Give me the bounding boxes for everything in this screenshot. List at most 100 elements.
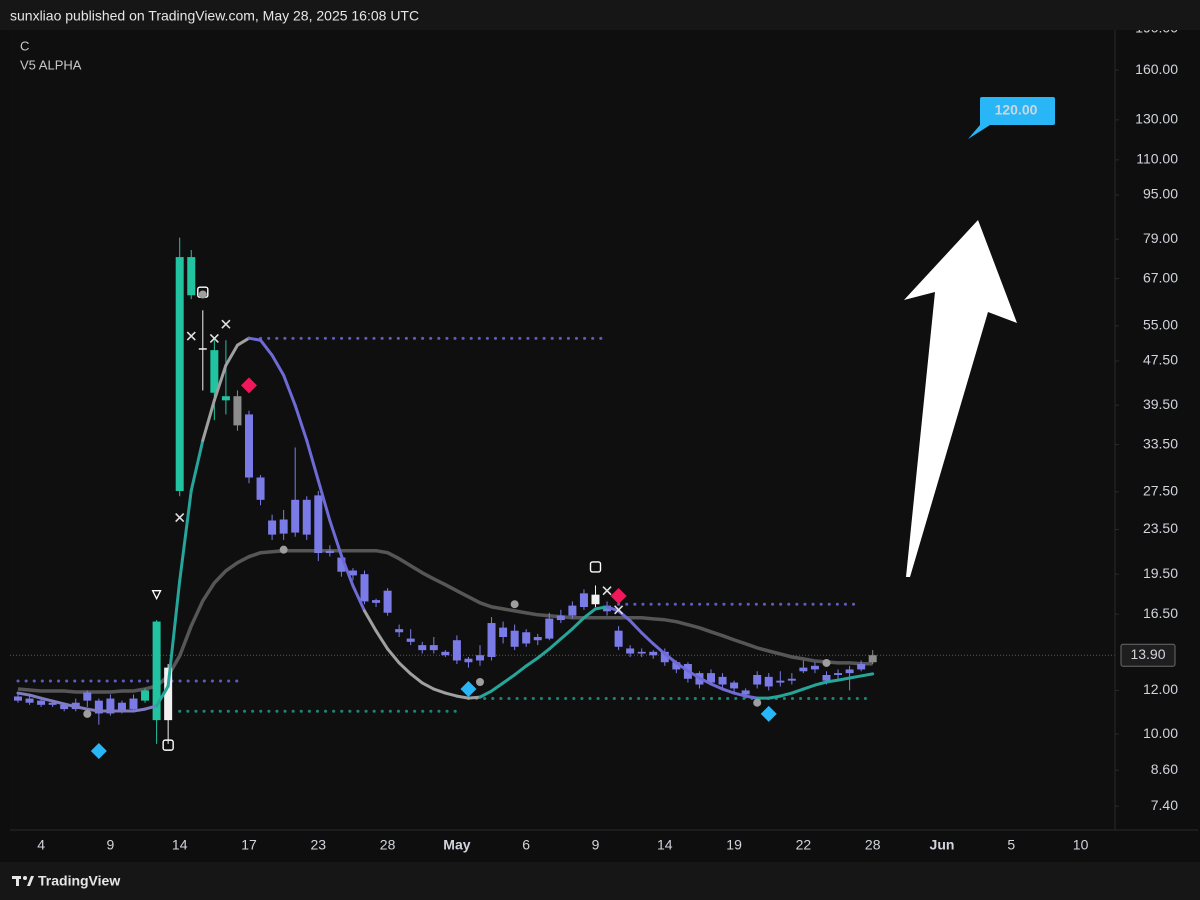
- candle-body: [452, 640, 461, 661]
- fast-line-segment: [455, 694, 470, 700]
- candle-body: [14, 696, 22, 701]
- fast-line-segment: [201, 398, 216, 442]
- fast-line-segment: [432, 687, 447, 695]
- candle-body: [372, 600, 381, 603]
- candle-body: [637, 651, 646, 654]
- candle-body: [187, 257, 196, 296]
- fast-line-segment: [594, 605, 609, 611]
- candle-body: [25, 698, 34, 703]
- x-tick-label: 28: [865, 837, 881, 853]
- x-tick-label: 9: [592, 837, 600, 853]
- candle-body: [741, 690, 750, 695]
- fast-line-segment: [767, 694, 782, 700]
- signal-triangle: [151, 590, 162, 601]
- fast-line-segment: [478, 689, 494, 699]
- signal-cross: [175, 513, 185, 523]
- fast-line-segment: [339, 554, 355, 588]
- y-tick-label: 7.40: [1151, 797, 1178, 813]
- candle-body: [106, 698, 115, 714]
- candle-body: [730, 682, 739, 689]
- symbol: C: [20, 38, 29, 53]
- candle-body: [660, 651, 669, 663]
- candle-body: [395, 629, 404, 633]
- fast-line-segment: [374, 629, 390, 651]
- candle-body: [545, 618, 554, 639]
- candle-body: [141, 690, 150, 701]
- fast-line-segment: [651, 642, 667, 656]
- candle-body: [579, 593, 588, 608]
- candle-body: [707, 673, 715, 683]
- signal-cross: [186, 331, 196, 341]
- signal-dot: [753, 698, 762, 707]
- fast-line-segment: [628, 619, 644, 635]
- plot: 120.00: [10, 97, 1115, 759]
- y-tick-label: 160.00: [1135, 61, 1178, 77]
- y-tick-label: 12.00: [1143, 681, 1178, 697]
- y-tick-label: 39.50: [1143, 396, 1178, 412]
- fast-line-segment: [559, 627, 574, 641]
- fast-line-segment: [466, 695, 482, 700]
- fast-line-segment: [293, 403, 309, 442]
- signal-diamond: [460, 681, 477, 698]
- x-tick-label: 22: [796, 837, 812, 853]
- signal-diamond: [90, 742, 107, 759]
- footer-bar: [0, 862, 1200, 900]
- fast-line-segment: [409, 672, 424, 685]
- fast-line-segment: [386, 647, 401, 665]
- x-tick-label: 9: [107, 837, 115, 853]
- candle-body: [834, 673, 843, 675]
- signal-dot: [279, 545, 288, 554]
- candle-body: [626, 648, 635, 654]
- candle-body: [164, 667, 173, 721]
- candle-body: [764, 676, 773, 687]
- y-tick-label: 8.60: [1151, 761, 1178, 777]
- fast-line-segment: [212, 363, 228, 402]
- candle-body: [117, 702, 126, 712]
- candle-body: [210, 350, 219, 393]
- fast-line-segment: [524, 656, 540, 668]
- candle-body: [256, 477, 265, 500]
- fast-line-segment: [305, 438, 320, 483]
- y-tick-label: 19.50: [1143, 565, 1178, 581]
- fast-line-segment: [16, 691, 32, 697]
- y-tick-label: 110.00: [1136, 151, 1178, 167]
- fast-line-segment: [744, 694, 759, 700]
- fast-line-segment: [74, 705, 89, 711]
- fast-line-segment: [570, 616, 586, 631]
- candle-body: [337, 557, 346, 572]
- fast-line-segment: [363, 609, 378, 633]
- candle-body: [476, 655, 484, 661]
- candle-body: [60, 704, 69, 710]
- candle-body: [37, 700, 46, 705]
- candle-body: [221, 396, 230, 401]
- candle-body: [522, 632, 531, 644]
- candle-body: [175, 257, 184, 491]
- candle-body: [360, 574, 369, 602]
- fast-line-segment: [490, 681, 505, 693]
- signal-diamond: [760, 705, 777, 722]
- fast-line-segment: [189, 438, 205, 493]
- candle-body: [845, 669, 854, 674]
- fast-line-segment: [282, 373, 297, 407]
- fast-line-segment: [721, 687, 736, 695]
- fast-line-segment: [397, 661, 413, 676]
- callout-label: 120.00: [995, 102, 1038, 118]
- candle-body: [48, 702, 57, 705]
- y-tick-label: 23.50: [1143, 520, 1178, 536]
- fast-line-segment: [605, 605, 621, 613]
- fast-line-segment: [536, 647, 551, 660]
- logo-part: [16, 876, 19, 886]
- candle-body: [568, 605, 577, 616]
- candle-body: [152, 621, 161, 721]
- axis: 190.00160.00130.00110.0095.0079.0067.005…: [37, 20, 1178, 853]
- candle-body: [799, 667, 808, 672]
- candle-body: [198, 348, 207, 350]
- x-tick-label: 14: [172, 837, 188, 853]
- candle-body: [556, 615, 565, 621]
- candle-body: [406, 638, 415, 642]
- fast-line-segment: [443, 691, 459, 698]
- candle-body: [787, 678, 796, 681]
- candle-body: [268, 520, 277, 535]
- fast-line-segment: [316, 479, 332, 523]
- last-price-tag: [1120, 643, 1176, 667]
